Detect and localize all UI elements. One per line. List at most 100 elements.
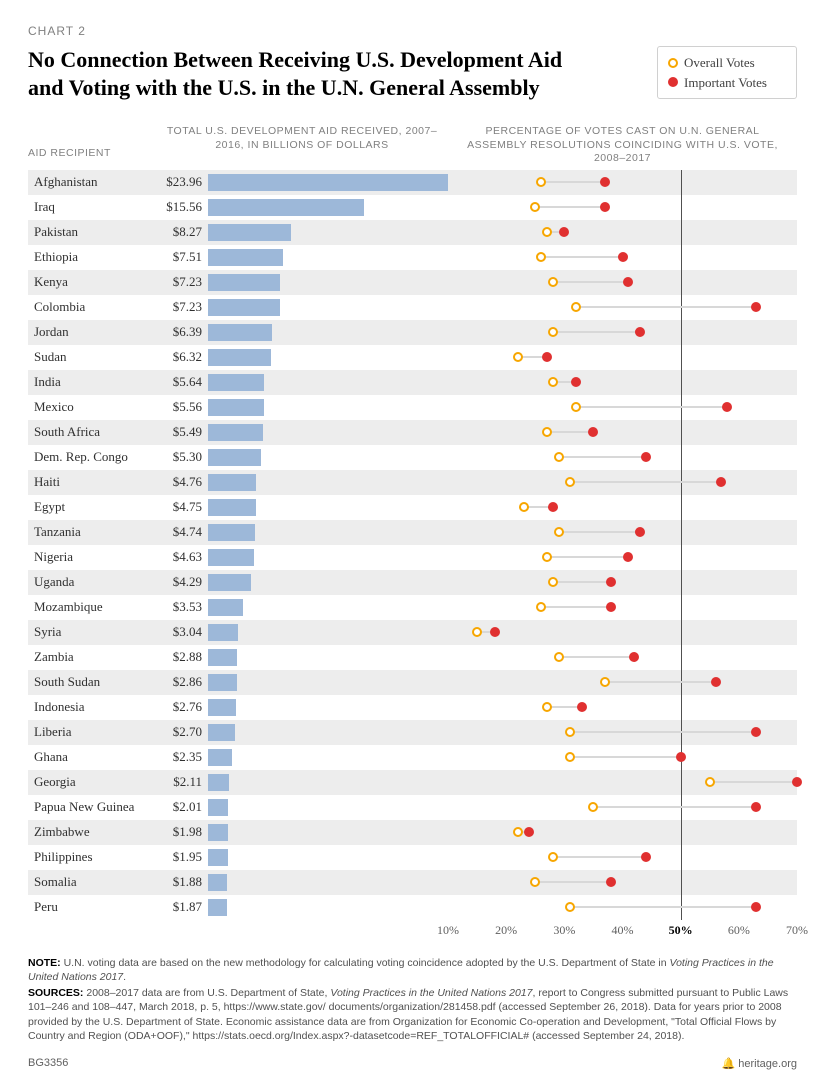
fifty-percent-line — [681, 495, 682, 520]
country-name: Somalia — [28, 874, 156, 890]
important-vote-marker — [600, 202, 610, 212]
connector-line — [570, 731, 756, 733]
dot-cell — [448, 570, 797, 595]
bar — [208, 449, 261, 466]
x-tick: 70% — [786, 923, 808, 938]
connector-line — [593, 806, 756, 808]
table-row: Pakistan$8.27 — [28, 220, 797, 245]
notes: NOTE: U.N. voting data are based on the … — [28, 956, 797, 1043]
bar — [208, 474, 256, 491]
chart-title: No Connection Between Receiving U.S. Dev… — [28, 46, 568, 101]
overall-vote-marker — [571, 402, 581, 412]
country-name: South Sudan — [28, 674, 156, 690]
aid-amount: $4.63 — [156, 549, 208, 565]
bar-cell — [208, 195, 448, 220]
legend-important-marker — [668, 77, 678, 87]
important-vote-marker — [548, 502, 558, 512]
overall-vote-marker — [513, 352, 523, 362]
dot-cell — [448, 170, 797, 195]
dot-cell — [448, 470, 797, 495]
bar — [208, 374, 264, 391]
note-text: U.N. voting data are based on the new me… — [61, 957, 670, 969]
data-rows: Afghanistan$23.96Iraq$15.56Pakistan$8.27… — [28, 170, 797, 920]
aid-amount: $6.39 — [156, 324, 208, 340]
important-vote-marker — [577, 702, 587, 712]
fifty-percent-line — [681, 320, 682, 345]
connector-line — [553, 281, 629, 283]
overall-vote-marker — [542, 552, 552, 562]
important-vote-marker — [559, 227, 569, 237]
fifty-percent-line — [681, 820, 682, 845]
country-name: Ghana — [28, 749, 156, 765]
country-name: Mexico — [28, 399, 156, 415]
connector-line — [541, 606, 611, 608]
aid-amount: $5.49 — [156, 424, 208, 440]
overall-vote-marker — [565, 727, 575, 737]
bar — [208, 874, 227, 891]
bar-cell — [208, 445, 448, 470]
important-vote-marker — [571, 377, 581, 387]
table-row: Egypt$4.75 — [28, 495, 797, 520]
x-tick: 30% — [553, 923, 575, 938]
fifty-percent-line — [681, 845, 682, 870]
bar-cell — [208, 520, 448, 545]
important-vote-marker — [623, 552, 633, 562]
connector-line — [535, 206, 605, 208]
dot-cell — [448, 745, 797, 770]
legend-overall-label: Overall Votes — [684, 53, 755, 73]
country-name: Uganda — [28, 574, 156, 590]
important-vote-marker — [635, 327, 645, 337]
important-vote-marker — [542, 352, 552, 362]
table-row: Indonesia$2.76 — [28, 695, 797, 720]
connector-line — [559, 456, 646, 458]
x-tick: 50% — [669, 923, 693, 938]
table-row: Kenya$7.23 — [28, 270, 797, 295]
table-row: Ethiopia$7.51 — [28, 245, 797, 270]
country-name: Nigeria — [28, 549, 156, 565]
aid-amount: $1.95 — [156, 849, 208, 865]
aid-amount: $5.30 — [156, 449, 208, 465]
country-name: Papua New Guinea — [28, 799, 156, 815]
fifty-percent-line — [681, 870, 682, 895]
bar-cell — [208, 470, 448, 495]
connector-line — [576, 406, 727, 408]
bar — [208, 724, 235, 741]
aid-amount: $3.53 — [156, 599, 208, 615]
note-period: . — [123, 971, 126, 983]
connector-line — [547, 556, 628, 558]
bar — [208, 899, 227, 916]
legend-important-label: Important Votes — [684, 73, 767, 93]
table-row: India$5.64 — [28, 370, 797, 395]
connector-line — [553, 581, 611, 583]
table-row: South Sudan$2.86 — [28, 670, 797, 695]
connector-line — [559, 531, 640, 533]
table-row: Zimbabwe$1.98 — [28, 820, 797, 845]
overall-vote-marker — [554, 527, 564, 537]
fifty-percent-line — [681, 345, 682, 370]
bar — [208, 574, 251, 591]
fifty-percent-line — [681, 170, 682, 195]
aid-amount: $4.29 — [156, 574, 208, 590]
aid-amount: $4.74 — [156, 524, 208, 540]
aid-amount: $7.23 — [156, 274, 208, 290]
connector-line — [553, 331, 640, 333]
bar-cell — [208, 170, 448, 195]
bar-cell — [208, 845, 448, 870]
table-row: Georgia$2.11 — [28, 770, 797, 795]
overall-vote-marker — [548, 327, 558, 337]
sources-em-1: Voting Practices in the United Nations 2… — [330, 987, 532, 999]
important-vote-marker — [716, 477, 726, 487]
fifty-percent-line — [681, 545, 682, 570]
legend: Overall Votes Important Votes — [657, 46, 797, 99]
table-row: Iraq$15.56 — [28, 195, 797, 220]
fifty-percent-line — [681, 645, 682, 670]
table-row: Liberia$2.70 — [28, 720, 797, 745]
aid-amount: $8.27 — [156, 224, 208, 240]
overall-vote-marker — [548, 852, 558, 862]
bar-cell — [208, 420, 448, 445]
sources-text-1: 2008–2017 data are from U.S. Department … — [83, 987, 330, 999]
x-tick: 10% — [437, 923, 459, 938]
aid-amount: $2.35 — [156, 749, 208, 765]
aid-amount: $6.32 — [156, 349, 208, 365]
bar-cell — [208, 870, 448, 895]
